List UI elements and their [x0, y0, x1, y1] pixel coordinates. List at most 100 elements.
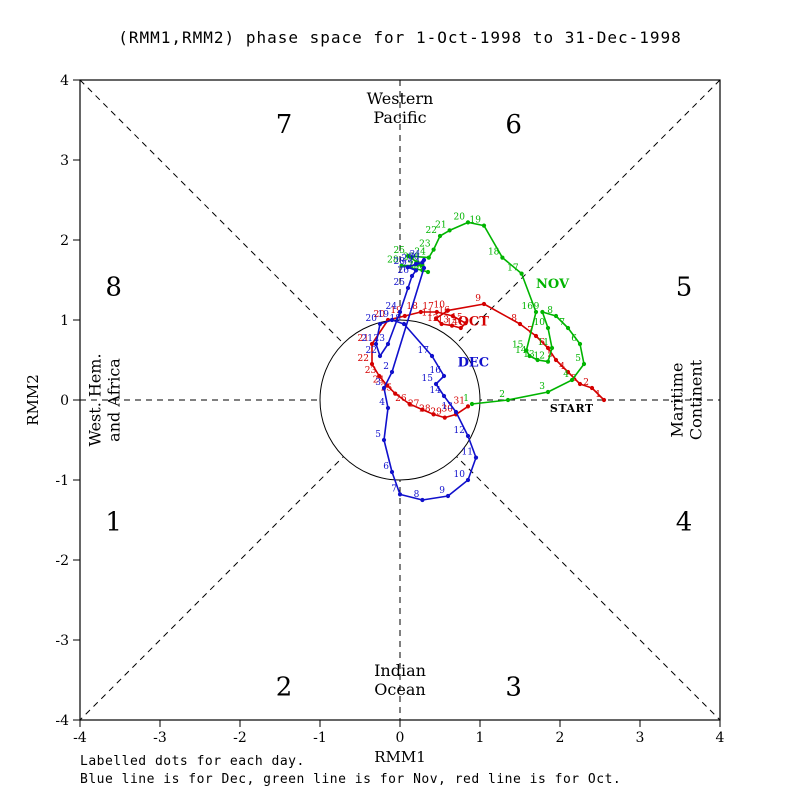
day-dot: [565, 325, 571, 331]
day-dot: [431, 412, 436, 417]
day-dot: [553, 357, 559, 363]
day-dot: [389, 469, 395, 475]
day-dot: [545, 389, 551, 395]
day-label: 8: [414, 490, 420, 500]
x-tick-label: -2: [233, 730, 247, 746]
day-dot: [433, 381, 439, 387]
day-label: 7: [559, 318, 565, 328]
month-label-dec: DEC: [458, 355, 490, 370]
day-label: 2: [383, 362, 389, 372]
day-dot: [473, 455, 479, 460]
day-label: 11: [538, 338, 549, 348]
day-dot: [402, 313, 407, 319]
phase-number-1: 1: [105, 508, 122, 538]
day-dot: [421, 265, 427, 271]
day-label: 16: [430, 366, 442, 376]
day-label: 21: [358, 334, 369, 344]
series-oct: 1234567891011121314151617181920212223242…: [358, 294, 607, 420]
x-tick-label: 1: [476, 730, 485, 746]
day-dot: [577, 381, 583, 387]
x-tick-label: -3: [153, 730, 167, 746]
day-label: 14: [446, 318, 458, 328]
day-label: 17: [418, 346, 430, 356]
day-label: 27: [408, 256, 420, 266]
day-label: 18: [390, 314, 402, 324]
region-label-western-pacific: Pacific: [373, 108, 426, 127]
day-dot: [601, 397, 607, 403]
y-tick-label: -4: [55, 713, 69, 729]
day-dot: [540, 309, 545, 315]
day-dot: [463, 321, 468, 326]
phase-number-8: 8: [105, 272, 122, 302]
day-label: 26: [398, 266, 410, 276]
y-tick-label: -1: [55, 473, 69, 489]
day-label: 15: [422, 374, 434, 384]
day-dot: [397, 309, 403, 315]
day-label: 9: [475, 294, 481, 304]
day-dot: [409, 273, 415, 279]
day-dot: [465, 220, 471, 225]
day-dot: [369, 341, 375, 347]
day-label: 11: [462, 448, 473, 458]
day-label: 8: [511, 314, 517, 324]
day-dot: [441, 373, 447, 379]
day-dot: [420, 497, 425, 503]
day-label: 29: [402, 254, 414, 264]
day-dot: [465, 433, 471, 439]
day-dot: [434, 309, 439, 315]
day-dot: [553, 313, 559, 319]
series-nov: 1234567891011121314151617181920212223242…: [387, 212, 587, 407]
day-label: 30: [442, 404, 454, 414]
day-label: 11: [422, 308, 433, 318]
day-label: 1: [463, 394, 469, 404]
day-label: 5: [575, 354, 581, 364]
day-label: 23: [374, 334, 386, 344]
day-label: 6: [383, 462, 389, 472]
y-tick-label: -2: [55, 553, 69, 569]
chart-title: (RMM1,RMM2) phase space for 1-Oct-1998 t…: [118, 28, 682, 47]
day-dot: [385, 341, 391, 347]
day-dot: [465, 477, 471, 483]
x-tick-label: 2: [556, 730, 565, 746]
x-tick-label: 3: [636, 730, 645, 746]
day-label: 29: [430, 408, 442, 418]
day-label: 31: [410, 250, 421, 260]
day-label: 20: [374, 310, 386, 320]
day-dot: [439, 321, 444, 327]
day-label: 28: [419, 404, 431, 414]
day-dot: [447, 228, 452, 233]
y-tick-label: 3: [60, 153, 69, 169]
month-label-nov: NOV: [536, 277, 570, 292]
phase-number-2: 2: [276, 672, 293, 702]
day-label: 22: [366, 346, 377, 356]
day-label: 28: [394, 257, 406, 267]
day-label: 30: [414, 262, 426, 272]
phase-number-7: 7: [276, 110, 293, 140]
day-dot: [481, 301, 487, 307]
day-label: 13: [442, 402, 454, 412]
day-label: 15: [451, 313, 463, 323]
day-label: 4: [379, 398, 385, 408]
day-dot: [469, 401, 475, 407]
x-axis-title: RMM1: [374, 748, 426, 766]
day-dot: [500, 255, 505, 260]
day-label: 30: [408, 252, 420, 262]
day-label: 1: [595, 390, 601, 400]
day-dot: [527, 353, 532, 359]
day-label: 3: [375, 378, 381, 388]
day-dot: [442, 415, 447, 420]
caption-line-colors: Blue line is for Dec, green line is for …: [80, 772, 622, 787]
day-label: 8: [547, 306, 553, 316]
day-label: 12: [427, 314, 438, 324]
day-dot: [421, 257, 427, 263]
day-label: 4: [563, 370, 569, 380]
day-dot: [505, 397, 511, 403]
unit-circle: [319, 319, 481, 481]
x-tick-label: 4: [716, 730, 725, 746]
day-dot: [589, 385, 595, 391]
phase-number-4: 4: [676, 508, 693, 538]
day-label: 3: [539, 382, 545, 392]
